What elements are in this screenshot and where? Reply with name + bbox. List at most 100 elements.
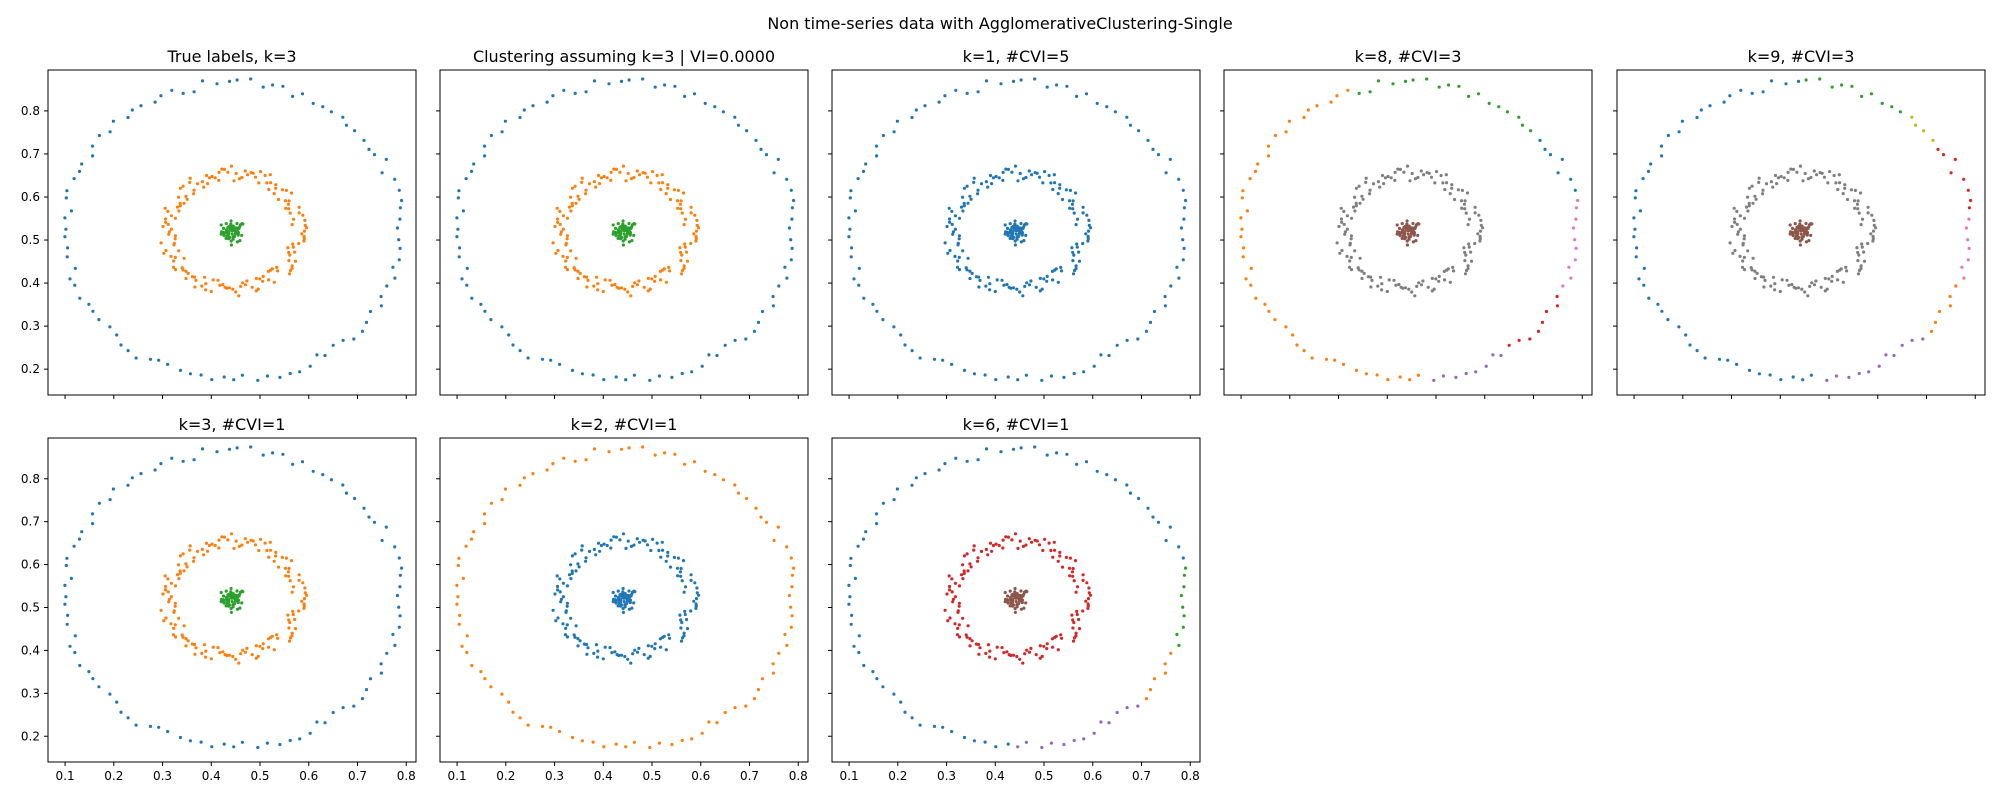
data-point: [1055, 451, 1059, 455]
data-point: [1027, 169, 1031, 173]
data-point: [280, 188, 284, 192]
data-point: [1182, 206, 1186, 210]
data-point: [961, 616, 965, 620]
data-point: [344, 123, 349, 127]
data-point: [853, 209, 858, 213]
data-point: [293, 627, 298, 631]
data-point: [1407, 287, 1411, 291]
data-point: [283, 199, 288, 203]
data-point: [1751, 256, 1755, 260]
data-point: [465, 283, 469, 287]
data-point: [1426, 285, 1430, 289]
y-tick-label: 0.7: [21, 515, 40, 529]
x-tick-label: 0.7: [740, 769, 759, 783]
data-point: [1113, 110, 1117, 114]
data-point: [290, 590, 294, 594]
data-point: [1717, 357, 1722, 361]
data-point: [1072, 738, 1076, 743]
data-point: [892, 692, 896, 696]
data-point: [1335, 241, 1339, 245]
data-point: [862, 663, 866, 668]
data-point: [979, 182, 984, 186]
data-point: [881, 685, 885, 689]
data-point: [1415, 284, 1419, 288]
data-point: [380, 538, 384, 543]
data-point: [245, 646, 249, 651]
data-point: [1966, 188, 1970, 192]
data-point: [945, 224, 949, 229]
data-point: [1070, 202, 1074, 206]
data-point: [744, 704, 748, 708]
data-point: [1163, 304, 1167, 308]
data-point: [232, 602, 237, 606]
data-point: [972, 176, 976, 180]
data-point: [849, 622, 853, 626]
data-point: [169, 227, 173, 231]
data-point: [693, 213, 697, 217]
data-point: [1354, 201, 1358, 205]
data-point: [182, 256, 186, 260]
data-point: [703, 469, 707, 473]
data-point: [341, 483, 345, 487]
data-point: [562, 456, 566, 460]
data-point: [573, 91, 577, 95]
data-point: [1855, 246, 1859, 250]
data-point: [618, 600, 623, 604]
data-point: [1742, 234, 1746, 238]
data-point: [627, 228, 632, 232]
data-point: [659, 645, 663, 649]
data-point: [857, 266, 861, 270]
data-point: [1378, 185, 1382, 189]
data-point: [148, 724, 153, 729]
data-point: [610, 651, 614, 655]
data-point: [1403, 225, 1407, 229]
data-point: [1429, 175, 1434, 179]
data-point: [1466, 266, 1470, 271]
data-point: [238, 239, 242, 243]
data-point: [1335, 94, 1339, 98]
data-point: [1339, 217, 1344, 221]
data-point: [1517, 115, 1521, 119]
data-point: [614, 233, 618, 238]
data-point: [216, 646, 220, 650]
data-point: [849, 255, 853, 259]
data-point: [1273, 133, 1277, 138]
data-point: [1034, 285, 1038, 289]
data-point: [1273, 318, 1277, 322]
data-point: [790, 573, 795, 577]
data-point: [1397, 226, 1402, 230]
data-point: [977, 642, 981, 647]
data-point: [1660, 154, 1664, 158]
data-point: [1898, 110, 1902, 114]
data-point: [957, 635, 962, 639]
data-point: [1018, 290, 1022, 294]
data-point: [367, 147, 371, 151]
data-point: [1454, 375, 1458, 379]
data-point: [222, 167, 226, 171]
data-point: [1677, 130, 1681, 134]
data-point: [1024, 175, 1028, 180]
data-point: [364, 688, 369, 692]
data-point: [64, 563, 68, 568]
data-point: [126, 483, 130, 487]
data-point: [1815, 173, 1819, 177]
data-point: [577, 565, 581, 569]
data-point: [1070, 246, 1074, 250]
data-point: [587, 182, 592, 186]
data-point: [1380, 288, 1384, 292]
data-point: [607, 82, 611, 86]
data-point: [580, 180, 584, 184]
data-point: [1049, 181, 1053, 185]
data-point: [978, 646, 982, 650]
data-point: [297, 609, 301, 613]
data-point: [613, 594, 618, 598]
data-point: [1478, 229, 1483, 233]
data-point: [632, 373, 637, 377]
y-tick-label: 0.2: [21, 729, 40, 743]
data-point: [1841, 192, 1845, 196]
data-point: [976, 556, 980, 560]
data-point: [1181, 188, 1185, 192]
data-point: [629, 661, 633, 665]
data-point: [953, 581, 958, 585]
